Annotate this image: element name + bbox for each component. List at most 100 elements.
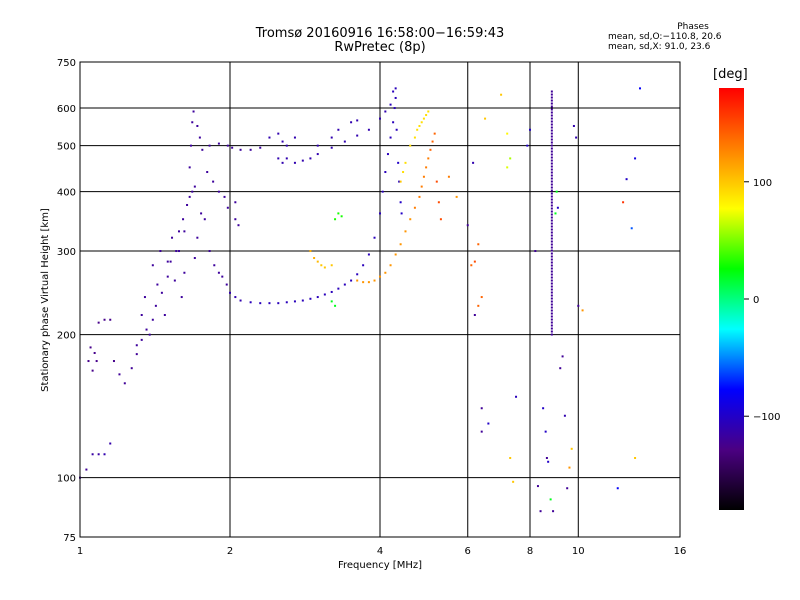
data-point [143, 296, 146, 299]
data-point [188, 166, 191, 169]
data-point [226, 206, 229, 209]
data-point [427, 110, 430, 113]
data-point [399, 180, 402, 183]
streak-point [550, 300, 553, 303]
data-point [362, 264, 365, 267]
streak-point [550, 327, 553, 330]
data-point [356, 134, 359, 137]
data-point [340, 215, 343, 218]
streak-point [550, 99, 553, 102]
data-point [356, 119, 359, 122]
streak-point [550, 234, 553, 237]
data-point [171, 236, 174, 239]
streak-point [550, 273, 553, 276]
data-point [285, 301, 288, 304]
data-point [103, 453, 106, 456]
phase-stats-title: Phases [677, 22, 709, 32]
data-point [536, 485, 539, 488]
data-point [393, 107, 396, 110]
data-point [420, 185, 423, 188]
streak-point [550, 162, 553, 165]
data-point [427, 157, 430, 160]
data-point [555, 190, 558, 193]
streak-point [550, 291, 553, 294]
data-point [384, 110, 387, 113]
streak-point [550, 150, 553, 153]
data-point [87, 360, 90, 363]
data-point [156, 283, 159, 286]
data-point [206, 171, 209, 174]
data-point [330, 300, 333, 303]
data-point [554, 212, 557, 215]
data-point [367, 128, 370, 131]
streak-point [550, 201, 553, 204]
data-point [556, 206, 559, 209]
data-point [223, 195, 226, 198]
streak-point [550, 237, 553, 240]
data-point [186, 203, 189, 206]
data-point [542, 407, 545, 410]
streak-point [550, 267, 553, 270]
data-point [506, 166, 509, 169]
streak-point [550, 219, 553, 222]
data-point [394, 253, 397, 256]
data-point [309, 250, 312, 253]
data-point [549, 498, 552, 501]
data-point [552, 510, 555, 513]
data-point [316, 153, 319, 156]
y-tick-label: 100 [57, 474, 76, 485]
streak-point [550, 264, 553, 267]
data-point [395, 128, 398, 131]
streak-point [550, 252, 553, 255]
data-point [392, 90, 395, 93]
data-point [316, 296, 319, 299]
data-point [169, 260, 172, 263]
data-point [135, 344, 138, 347]
data-point [622, 201, 625, 204]
streak-point [550, 231, 553, 234]
data-point [367, 281, 370, 284]
data-point [217, 190, 220, 193]
data-point [362, 281, 365, 284]
data-point [356, 279, 359, 282]
data-point [389, 136, 392, 139]
data-point [422, 175, 425, 178]
data-point [203, 218, 206, 221]
streak-point [550, 216, 553, 219]
data-point [433, 132, 436, 135]
data-point [316, 144, 319, 147]
x-tick-label: 6 [465, 546, 471, 557]
data-point [544, 430, 547, 433]
y-tick-label: 750 [57, 58, 76, 69]
data-point [268, 136, 271, 139]
data-point [323, 266, 326, 269]
data-point [566, 487, 569, 490]
data-point [320, 264, 323, 267]
streak-point [550, 144, 553, 147]
streak-point [550, 141, 553, 144]
streak-point [550, 198, 553, 201]
y-tick-label: 400 [57, 188, 76, 199]
data-point [239, 299, 242, 302]
data-point [221, 275, 224, 278]
data-point [154, 304, 157, 307]
data-point [402, 171, 405, 174]
data-point [379, 275, 381, 278]
streak-point [550, 240, 553, 243]
data-point [435, 180, 438, 183]
y-tick-label: 75 [63, 533, 76, 544]
streak-point [550, 225, 553, 228]
y-tick-label: 300 [57, 247, 76, 258]
data-point [616, 487, 619, 490]
data-point [447, 175, 450, 178]
data-point [95, 360, 98, 363]
streak-point [550, 129, 553, 132]
data-point [285, 144, 288, 147]
data-point [213, 264, 216, 267]
data-point [473, 314, 476, 317]
y-tick-label: 600 [57, 104, 76, 115]
y-tick-labels: 75 100 200 300 400 500 600 750 [57, 58, 76, 544]
data-point [140, 338, 143, 341]
data-point [229, 291, 231, 294]
streak-point [550, 90, 553, 93]
